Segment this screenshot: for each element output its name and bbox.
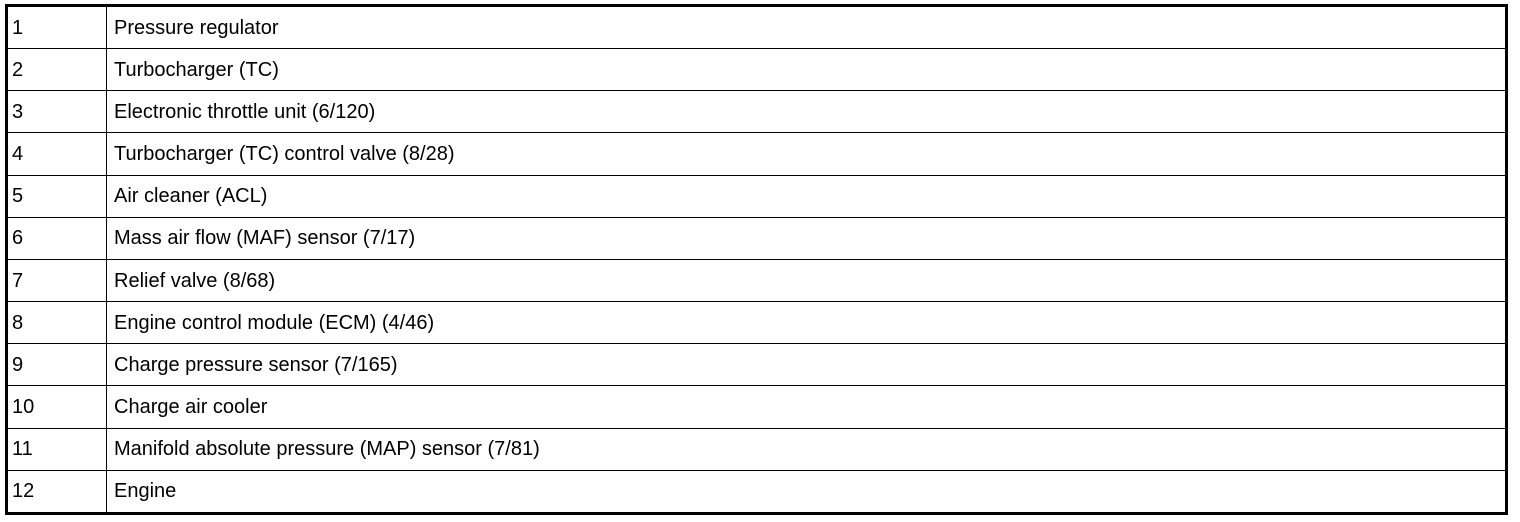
component-number: 9 [6,343,107,387]
table-row: 3 Electronic throttle unit (6/120) [6,90,1507,134]
component-number: 2 [6,48,107,92]
component-label: Engine [106,469,1507,515]
component-label: Turbocharger (TC) [106,48,1507,92]
component-label: Charge pressure sensor (7/165) [106,343,1507,387]
component-number: 6 [6,216,107,260]
table-row: 10 Charge air cooler [6,385,1507,429]
component-label: Electronic throttle unit (6/120) [106,90,1507,134]
component-label: Pressure regulator [106,4,1507,50]
table-row: 5 Air cleaner (ACL) [6,174,1507,218]
component-label: Air cleaner (ACL) [106,174,1507,218]
table-row: 11 Manifold absolute pressure (MAP) senso… [6,427,1507,471]
component-label: Mass air flow (MAF) sensor (7/17) [106,216,1507,260]
component-label: Turbocharger (TC) control valve (8/28) [106,132,1507,176]
table-row: 7 Relief valve (8/68) [6,258,1507,303]
component-number: 10 [6,385,107,429]
component-number: 4 [6,132,107,176]
table-row: 4 Turbocharger (TC) control valve (8/28) [6,132,1507,176]
table-row: 12 Engine [6,469,1507,515]
component-number: 7 [6,258,107,303]
component-label: Manifold absolute pressure (MAP) sensor … [106,427,1507,471]
component-number: 11 [6,427,107,471]
component-number: 3 [6,90,107,134]
table-row: 6 Mass air flow (MAF) sensor (7/17) [6,216,1507,260]
table-body: 1 Pressure regulator 2 Turbocharger (TC) 3 El… [6,4,1507,515]
table-row: 9 Charge pressure sensor (7/165) [6,343,1507,387]
component-number: 8 [6,301,107,345]
table-row: 2 Turbocharger (TC) [6,48,1507,92]
component-label: Charge air cooler [106,385,1507,429]
table-row: 8 Engine control module (ECM) (4/46) [6,301,1507,345]
component-legend-table: 1 Pressure regulator 2 Turbocharger (TC) 3 El… [5,4,1508,515]
component-number: 12 [6,469,107,515]
table-row: 1 Pressure regulator [6,4,1507,50]
component-number: 1 [6,4,107,50]
component-label: Engine control module (ECM) (4/46) [106,301,1507,345]
component-number: 5 [6,174,107,218]
component-label: Relief valve (8/68) [106,258,1507,303]
